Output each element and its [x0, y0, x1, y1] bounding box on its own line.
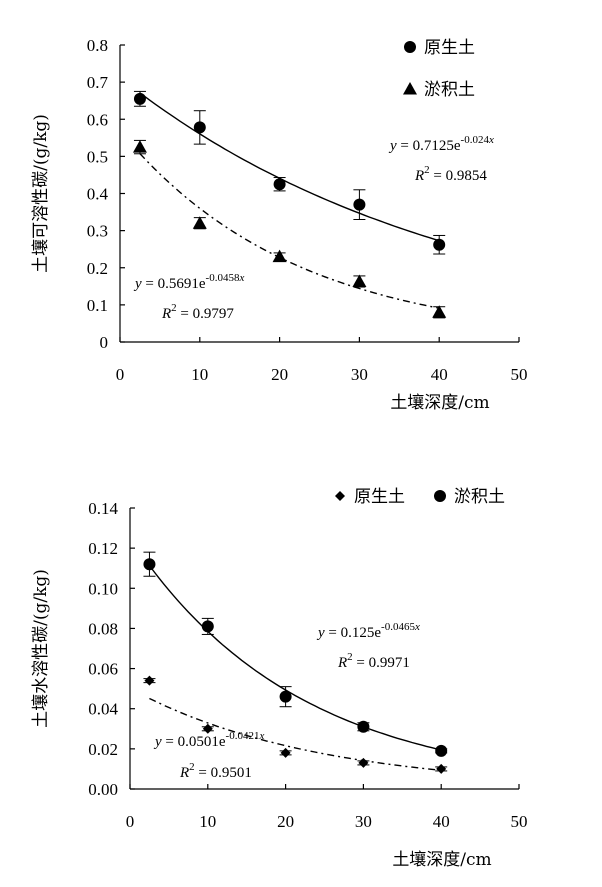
series-1 [143, 675, 448, 774]
y-tick-label: 0.08 [88, 619, 118, 638]
legend-marker [404, 41, 416, 53]
legend-marker [434, 490, 446, 502]
data-point [279, 690, 292, 703]
equation-label: y = 0.5691e-0.0458x [133, 272, 244, 292]
data-point [272, 249, 287, 263]
r-squared-label: R2 = 0.9501 [179, 761, 252, 781]
y-tick-label: 0.10 [88, 579, 118, 598]
fit-curve [139, 153, 440, 309]
data-point [202, 723, 213, 734]
y-axis-label: 土壤可溶性碳/(g/kg) [30, 114, 51, 273]
legend-label: 原生土 [424, 38, 475, 58]
legend-label: 淤积土 [454, 487, 505, 507]
series-2 [132, 139, 447, 319]
x-axis-label: 土壤深度/cm [390, 392, 489, 413]
equation-label: y = 0.125e-0.0465x [316, 621, 420, 641]
y-tick-label: 0.02 [88, 740, 118, 759]
y-tick-label: 0.04 [88, 700, 118, 719]
data-point [353, 198, 366, 211]
series-1 [133, 90, 446, 255]
y-tick-label: 0.14 [88, 499, 118, 518]
y-tick-label: 0 [100, 333, 109, 352]
y-tick-label: 0.5 [87, 147, 108, 166]
legend-marker [403, 82, 417, 95]
x-tick-label: 50 [511, 365, 528, 384]
x-axis-label: 土壤深度/cm [392, 849, 491, 870]
data-point [433, 238, 446, 251]
x-tick-label: 10 [191, 365, 208, 384]
fit-curve [148, 565, 442, 751]
series-2 [143, 551, 448, 757]
x-tick-label: 30 [355, 812, 372, 831]
equation-label: y = 0.7125e-0.024x [388, 134, 494, 154]
y-tick-label: 0.3 [87, 222, 108, 241]
legend-label: 原生土 [354, 487, 405, 507]
data-point [193, 121, 206, 134]
data-point [358, 757, 369, 768]
data-point [132, 140, 147, 153]
data-point [280, 747, 291, 758]
x-tick-label: 0 [126, 812, 135, 831]
y-tick-label: 0.6 [87, 110, 108, 129]
x-tick-label: 40 [433, 812, 450, 831]
r-squared-label: R2 = 0.9854 [414, 164, 487, 184]
data-point [201, 620, 214, 633]
data-point [143, 558, 156, 571]
data-point [432, 305, 447, 318]
data-point [273, 178, 286, 191]
y-tick-label: 0.1 [87, 296, 108, 315]
y-tick-label: 0.4 [87, 185, 109, 204]
data-point [435, 744, 448, 757]
y-tick-label: 0.00 [88, 780, 118, 799]
data-point [133, 92, 146, 105]
data-point [192, 216, 207, 229]
x-tick-label: 20 [271, 365, 288, 384]
y-tick-label: 0.8 [87, 36, 108, 55]
legend-marker [335, 491, 345, 501]
y-tick-label: 0.7 [87, 73, 109, 92]
legend-label: 淤积土 [424, 80, 475, 100]
r-squared-label: R2 = 0.9971 [337, 651, 410, 671]
fit-curve [149, 697, 442, 771]
x-tick-label: 50 [511, 812, 528, 831]
r-squared-label: R2 = 0.9797 [161, 302, 234, 322]
chart-panel-2: 0.00 0.02 0.04 0.06 0.08 0.10 0.12 0.14 0 10 20 30 4… [30, 487, 528, 870]
chart-panel-1: 0 0.1 0.2 0.3 0.4 0.5 0.6 0.7 0.8 0 10 20 30 40 50 土壤深度… [30, 36, 528, 413]
x-tick-label: 30 [351, 365, 368, 384]
data-point [352, 274, 367, 287]
data-point [357, 720, 370, 733]
y-tick-label: 0.06 [88, 660, 118, 679]
x-tick-label: 40 [431, 365, 448, 384]
fit-curve [139, 92, 440, 242]
data-point [436, 763, 447, 774]
x-tick-label: 10 [199, 812, 216, 831]
equation-label: y = 0.0501e-0.0421x [153, 730, 264, 750]
x-tick-label: 0 [116, 365, 125, 384]
y-tick-label: 0.2 [87, 259, 108, 278]
x-tick-label: 20 [277, 812, 294, 831]
y-tick-label: 0.12 [88, 539, 118, 558]
data-point [144, 675, 155, 686]
y-axis-label: 土壤水溶性碳/(g/kg) [30, 569, 51, 728]
